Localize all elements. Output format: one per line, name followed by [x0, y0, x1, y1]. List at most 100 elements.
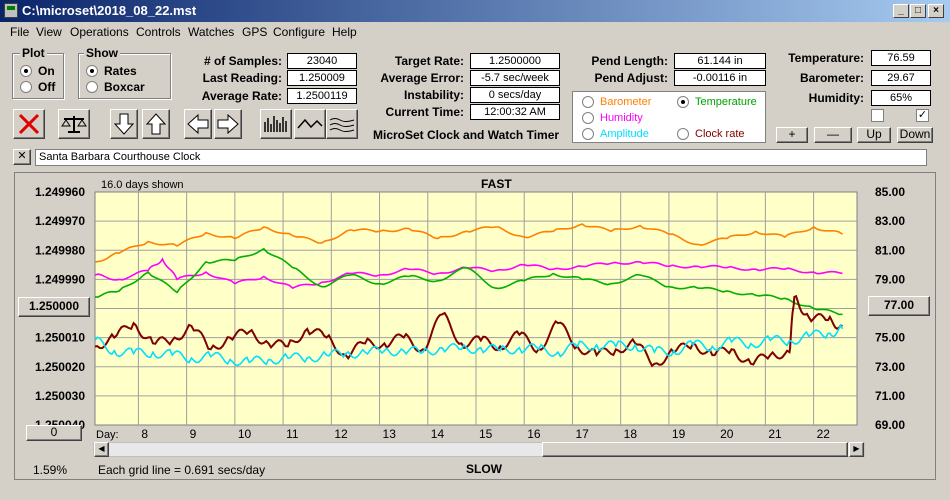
bar-graph-button[interactable]	[260, 109, 292, 139]
temperature-field: 76.59	[871, 50, 931, 66]
show-boxcar-label: Boxcar	[104, 80, 145, 94]
y-right-tick: 79.00	[875, 272, 905, 286]
balance-scale-icon	[61, 116, 87, 133]
smooth-graph-button[interactable]	[326, 109, 358, 139]
y-left-tick: 1.250010	[35, 331, 85, 345]
clock-rate-radio[interactable]	[677, 128, 689, 140]
arrow-down-icon	[113, 113, 135, 135]
window-title: C:\microset\2018_08_22.mst	[22, 3, 197, 18]
scroll-left-button[interactable]: ◀	[94, 442, 109, 457]
fast-label: FAST	[481, 177, 512, 191]
app-caption: MicroSet Clock and Watch Timer	[373, 128, 560, 142]
pend-adjust-field: -0.00116 in	[674, 70, 766, 86]
clock-name-input[interactable]: Santa Barbara Courthouse Clock	[35, 149, 927, 166]
menu-operations[interactable]: Operations	[70, 25, 129, 39]
barometer-field: 29.67	[871, 70, 931, 86]
red-x-icon	[18, 113, 40, 135]
right-arrow-button[interactable]	[214, 109, 242, 139]
menu-gps[interactable]: GPS	[242, 25, 268, 39]
show-group	[78, 53, 171, 99]
menu-view[interactable]: View	[36, 25, 62, 39]
days-shown-label: 16.0 days shown	[101, 179, 184, 191]
target-rate-field: 1.2500000	[470, 53, 560, 69]
menu-file[interactable]: File	[10, 25, 30, 39]
current-time-field: 12:00:32 AM	[470, 104, 560, 120]
temperature-option-label: Temperature	[695, 96, 757, 108]
series-line-clock-rate	[94, 294, 843, 368]
pend-adjust-label: Pend Adjust:	[594, 71, 668, 85]
rate-chart: 1.249960 85.00 1.249970 83.00 1.249980 81.00 1…	[35, 177, 905, 441]
app-icon	[4, 3, 18, 18]
show-boxcar-radio[interactable]	[86, 81, 98, 93]
wave-lines-icon	[329, 118, 355, 132]
scroll-thumb[interactable]	[542, 442, 848, 457]
show-rates-radio[interactable]	[86, 65, 98, 77]
x-tick-label: 20	[720, 427, 734, 441]
show-rates-label: Rates	[104, 64, 137, 78]
arrow-up-icon	[145, 113, 167, 135]
plot-on-radio[interactable]	[20, 65, 32, 77]
y-right-tick: 73.00	[875, 360, 905, 374]
temperature-radio[interactable]	[677, 96, 689, 108]
x-tick-label: 17	[575, 427, 589, 441]
maximize-button[interactable]: □	[910, 4, 926, 18]
average-error-field: -5.7 sec/week	[470, 70, 560, 86]
clear-clock-button[interactable]: ✕	[13, 149, 31, 165]
y-left-tick: 1.249970	[35, 214, 85, 228]
menu-configure[interactable]: Configure	[273, 25, 326, 39]
slow-label: SLOW	[466, 462, 502, 476]
pend-length-label: Pend Length:	[591, 54, 668, 68]
close-window-button[interactable]: ×	[928, 4, 944, 18]
option-checkbox-1[interactable]	[871, 109, 884, 122]
x-tick-label: 10	[238, 427, 252, 441]
series-line-humidity	[94, 257, 843, 290]
chart-panel: 1.249960 85.00 1.249970 83.00 1.249980 81.00 1…	[14, 172, 936, 480]
instability-field: 0 secs/day	[470, 87, 560, 103]
x-tick-label: 8	[141, 427, 148, 441]
horizontal-scrollbar[interactable]: ◀ ▶	[93, 442, 865, 457]
scroll-value-button[interactable]: 0	[26, 425, 82, 441]
samples-label: # of Samples:	[203, 54, 282, 68]
pend-length-field: 61.144 in	[674, 53, 766, 69]
line-graph-button[interactable]	[294, 109, 326, 139]
day-label: Day:	[96, 429, 119, 441]
scroll-right-button[interactable]: ▶	[849, 442, 864, 457]
plus-button[interactable]: +	[776, 127, 808, 143]
y-right-tick: 83.00	[875, 214, 905, 228]
series-line-barometer	[94, 223, 843, 263]
menu-controls[interactable]: Controls	[136, 25, 181, 39]
y-right-tick: 69.00	[875, 418, 905, 432]
last-reading-label: Last Reading:	[202, 71, 282, 85]
stop-button[interactable]	[13, 109, 45, 139]
center-rate-button[interactable]: 1.250000	[18, 297, 90, 317]
barometer-radio[interactable]	[582, 96, 594, 108]
left-arrow-button[interactable]	[184, 109, 212, 139]
down-button[interactable]: Down	[897, 127, 933, 143]
y-left-tick: 1.249990	[35, 272, 85, 286]
balance-button[interactable]	[58, 109, 90, 139]
x-tick-label: 19	[672, 427, 686, 441]
y-left-tick: 1.250020	[35, 360, 85, 374]
menu-help[interactable]: Help	[332, 25, 357, 39]
menu-watches[interactable]: Watches	[188, 25, 235, 39]
last-reading-field: 1.250009	[287, 70, 357, 86]
y-right-tick: 71.00	[875, 389, 905, 403]
amplitude-radio[interactable]	[582, 128, 594, 140]
x-tick-label: 22	[817, 427, 831, 441]
x-tick-label: 12	[334, 427, 348, 441]
option-checkbox-2[interactable]: ✓	[916, 109, 929, 122]
minus-button[interactable]: —	[814, 127, 852, 143]
up-button[interactable]: Up	[857, 127, 891, 143]
center-param-button[interactable]: 77.00	[868, 296, 930, 316]
plot-off-radio[interactable]	[20, 81, 32, 93]
down-arrow-button[interactable]	[110, 109, 138, 139]
minimize-button[interactable]: _	[893, 4, 909, 18]
arrow-right-icon	[217, 113, 239, 135]
average-rate-label: Average Rate:	[201, 89, 282, 103]
humidity-label: Humidity:	[808, 91, 864, 105]
humidity-radio[interactable]	[582, 112, 594, 124]
y-left-tick: 1.249960	[35, 185, 85, 199]
instability-label: Instability:	[403, 88, 464, 102]
grid-note: Each grid line = 0.691 secs/day	[98, 463, 266, 477]
up-arrow-button[interactable]	[142, 109, 170, 139]
